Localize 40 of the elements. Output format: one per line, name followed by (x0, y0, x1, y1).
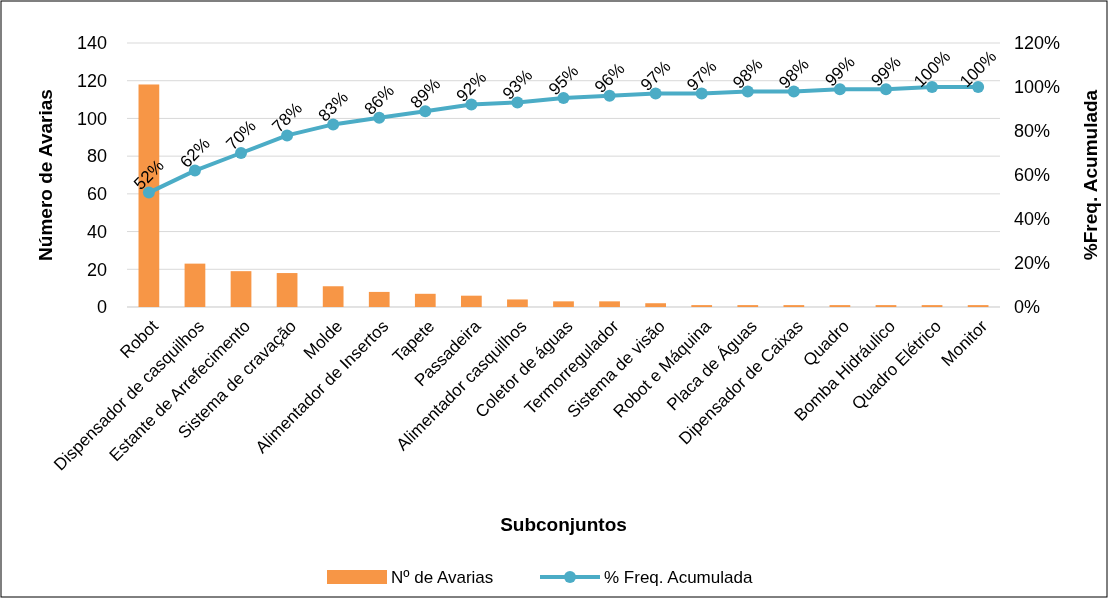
bar (553, 301, 574, 307)
data-label: 86% (360, 81, 399, 119)
legend-label: % Freq. Acumulada (604, 567, 753, 587)
bar (276, 273, 298, 307)
y-tick-label: 120 (76, 71, 107, 92)
y-tick-label: 100 (76, 108, 107, 129)
y-tick-label: 60 (86, 184, 107, 205)
y2-tick-label: 0% (1014, 297, 1041, 318)
data-label: 92% (452, 67, 491, 106)
data-label: 52% (130, 155, 168, 194)
bar (645, 303, 666, 307)
y2-tick-label: 80% (1014, 121, 1051, 142)
y-tick-label: 80 (86, 146, 107, 167)
legend-label: Nº de Avarias (391, 567, 494, 587)
y-tick-label: 140 (76, 33, 107, 54)
y-tick-label: 0 (96, 297, 107, 318)
y2-tick-label: 120% (1014, 33, 1061, 54)
bar (184, 263, 206, 307)
bar (507, 299, 528, 307)
x-axis-title: Subconjuntos (500, 514, 627, 535)
y-axis-title: Número de Avarias (35, 89, 56, 261)
bar (368, 291, 390, 307)
data-label: 97% (637, 56, 675, 95)
data-label: 96% (590, 59, 629, 97)
y2-tick-label: 100% (1014, 77, 1061, 98)
bar (599, 301, 620, 307)
y-tick-label: 20 (86, 259, 107, 280)
y2-tick-label: 60% (1014, 165, 1051, 186)
bar (322, 286, 344, 307)
bar (230, 271, 252, 307)
data-label: 78% (268, 98, 306, 137)
bar (414, 293, 436, 307)
data-label: 62% (176, 133, 214, 172)
data-label: 70% (222, 116, 260, 154)
y-tick-label: 40 (86, 221, 107, 242)
data-label: 97% (683, 56, 721, 95)
y2-tick-label: 20% (1014, 253, 1051, 274)
y2-tick-label: 40% (1014, 209, 1051, 230)
y2-axis-title: %Freq. Acumulada (1080, 89, 1101, 261)
bar (461, 295, 482, 307)
